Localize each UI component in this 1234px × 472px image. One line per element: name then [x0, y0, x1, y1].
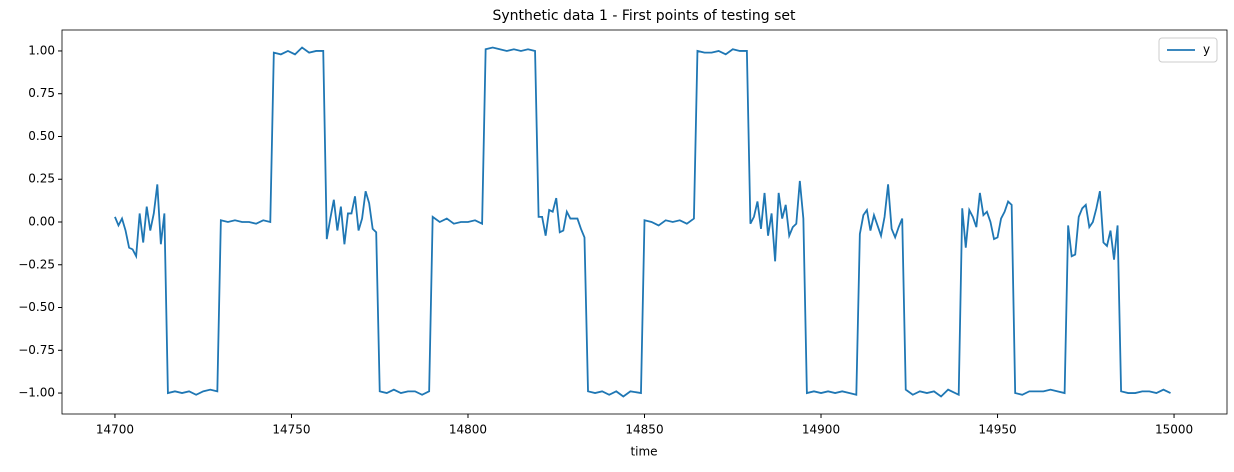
- legend-label: y: [1203, 43, 1210, 57]
- y-tick-label: −0.50: [18, 300, 55, 314]
- x-tick-label: 14950: [978, 423, 1016, 437]
- y-tick-label: 1.00: [28, 43, 55, 57]
- x-tick-label: 14900: [802, 423, 840, 437]
- y-tick-label: 0.25: [28, 172, 55, 186]
- x-tick-label: 14800: [449, 423, 487, 437]
- y-tick-label: 0.75: [28, 86, 55, 100]
- x-tick-label: 14850: [625, 423, 663, 437]
- y-tick-label: −0.25: [18, 257, 55, 271]
- x-tick-label: 14750: [272, 423, 310, 437]
- x-tick-label: 15000: [1155, 423, 1193, 437]
- x-tick-label: 14700: [96, 423, 134, 437]
- y-tick-label: −0.75: [18, 343, 55, 357]
- y-tick-label: 0.00: [28, 215, 55, 229]
- series-line: [114, 46, 1171, 398]
- y-tick-label: −1.00: [18, 386, 55, 400]
- x-axis-label: time: [630, 445, 657, 459]
- y-tick-label: 0.50: [28, 129, 55, 143]
- chart-title: Synthetic data 1 - First points of testi…: [492, 8, 796, 24]
